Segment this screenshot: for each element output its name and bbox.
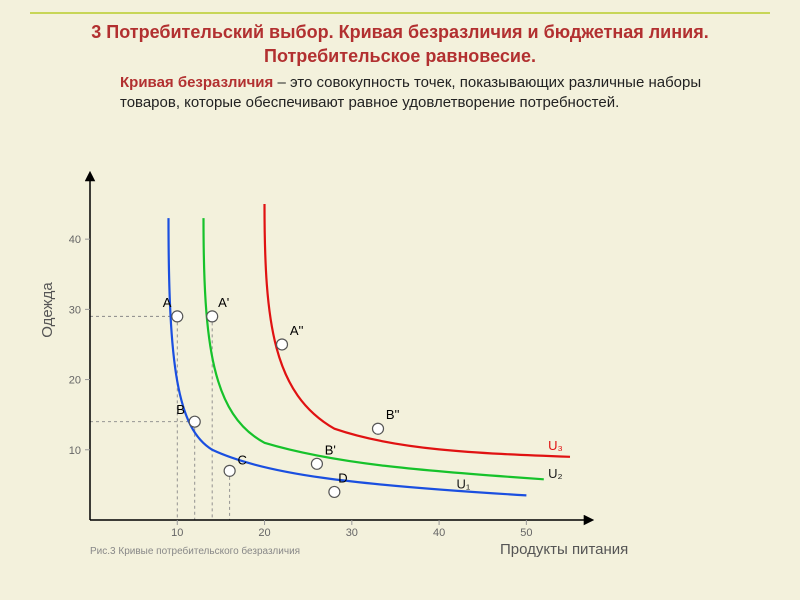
point-label-A: A bbox=[163, 295, 172, 310]
point-B bbox=[189, 416, 200, 427]
chart-caption: Рис.3 Кривые потребительского безразличи… bbox=[90, 545, 300, 557]
point-C bbox=[224, 465, 235, 476]
point-A1 bbox=[207, 311, 218, 322]
x-tick-label: 50 bbox=[520, 527, 532, 539]
point-label-D: D bbox=[338, 470, 347, 485]
description-lead: Кривая безразличия bbox=[120, 74, 273, 91]
curve-label-U3: U₃ bbox=[548, 438, 563, 453]
point-label-B: B bbox=[176, 402, 185, 417]
point-label-B1: B' bbox=[325, 442, 336, 457]
point-B2 bbox=[373, 423, 384, 434]
point-A2 bbox=[277, 339, 288, 350]
x-tick-label: 10 bbox=[171, 527, 183, 539]
y-tick-label: 20 bbox=[69, 375, 81, 387]
y-axis-title: Одежда bbox=[39, 282, 56, 338]
point-label-A2: A'' bbox=[290, 323, 304, 338]
y-tick-label: 40 bbox=[69, 234, 81, 246]
header: 3 Потребительский выбор. Кривая безразли… bbox=[0, 0, 800, 73]
curve-U1 bbox=[169, 218, 527, 495]
curve-label-U1: U₁ bbox=[457, 476, 471, 491]
chart-svg: 10 20 30 40 50 10 20 30 40 Продукты питания Одежда… bbox=[10, 140, 630, 580]
y-tick-label: 30 bbox=[69, 304, 81, 316]
x-tick-label: 40 bbox=[433, 527, 445, 539]
x-tick-label: 20 bbox=[258, 527, 270, 539]
x-axis-title: Продукты питания bbox=[500, 541, 628, 558]
curve-U3 bbox=[265, 204, 571, 457]
point-label-C: C bbox=[237, 453, 246, 468]
point-label-B2: B'' bbox=[386, 407, 400, 422]
point-label-A1: A' bbox=[218, 295, 229, 310]
description: Кривая безразличия – это совокупность то… bbox=[0, 73, 800, 114]
x-tick-label: 30 bbox=[346, 527, 358, 539]
point-B1 bbox=[311, 458, 322, 469]
point-D bbox=[329, 486, 340, 497]
point-A bbox=[172, 311, 183, 322]
indifference-curves-chart: 10 20 30 40 50 10 20 30 40 Продукты питания Одежда… bbox=[10, 140, 630, 580]
header-line-1: 3 Потребительский выбор. Кривая безразли… bbox=[30, 20, 770, 44]
header-line-2: Потребительское равновесие. bbox=[30, 44, 770, 68]
curve-label-U2: U₂ bbox=[548, 466, 562, 481]
y-tick-label: 10 bbox=[69, 445, 81, 457]
header-rule bbox=[30, 12, 770, 14]
